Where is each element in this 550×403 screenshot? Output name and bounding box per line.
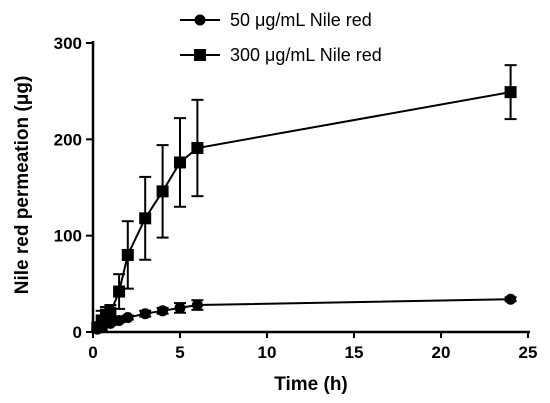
data-point-square [191,142,204,155]
data-point-circle [174,302,186,314]
y-tick-label: 100 [54,227,82,246]
series-line [96,91,511,328]
legend-label: 50 μg/mL Nile red [230,10,372,30]
series-layer [91,64,517,335]
y-tick-label: 300 [54,34,82,53]
x-tick-label: 20 [432,343,451,362]
data-point-circle [191,299,203,311]
data-point-circle [122,312,134,324]
x-tick-label: 10 [258,343,277,362]
legend: 50 μg/mL Nile red 300 μg/mL Nile red [180,10,382,65]
x-tick-label: 15 [345,343,364,362]
legend-marker-circle [194,14,206,26]
x-tick-label: 0 [88,343,97,362]
data-point-square [113,285,126,298]
legend-entry-1: 50 μg/mL Nile red [180,10,372,30]
data-point-square [174,156,186,169]
x-tick-label: 5 [175,343,184,362]
legend-label: 300 μg/mL Nile red [230,45,382,65]
x-axis-label: Time (h) [274,374,348,395]
data-point-square [104,306,117,319]
data-point-square [121,248,134,261]
y-axis-label: Nile red permeation (μg) [12,76,33,295]
data-point-square [504,86,517,99]
series-2 [91,64,517,334]
data-point-circle [157,305,169,317]
x-tick-label: 25 [519,343,538,362]
legend-entry-2: 300 μg/mL Nile red [180,45,382,65]
data-point-circle [139,308,151,320]
y-tick-label: 0 [73,323,82,342]
axes: 0 5 10 15 20 25 0 100 200 300 [54,34,538,362]
y-tick-label: 200 [54,130,82,149]
series-1 [91,293,517,335]
data-point-square [156,185,169,198]
data-point-square [139,212,152,225]
data-point-circle [505,293,517,305]
legend-marker-square [194,49,206,61]
